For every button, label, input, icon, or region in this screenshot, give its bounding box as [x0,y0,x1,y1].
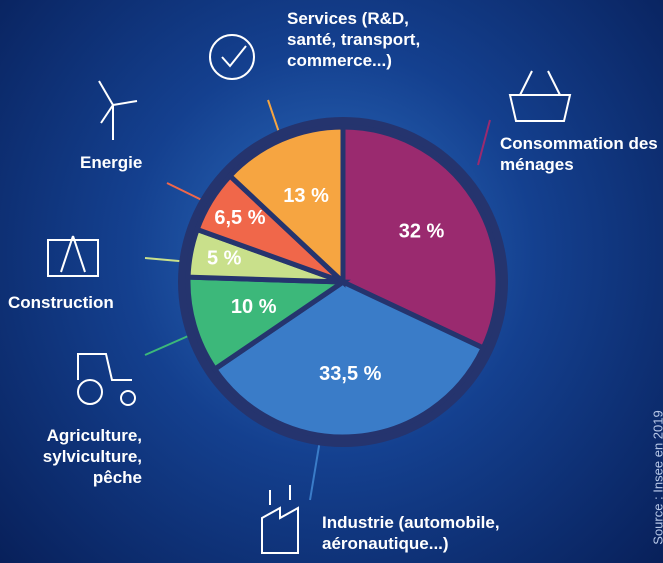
source: Source : Insee en 2019 [650,410,663,544]
infographic: 32 % 33,5 % 10 % 5 % 6,5 % 13 % Source : Inse… [0,0,663,563]
value-label: 33,5 % [319,363,381,385]
category-label: Construction [8,292,158,313]
category-label: Agriculture, sylviculture, pêche [0,425,142,488]
value-label: 10 % [231,296,277,318]
category-label: Consommation des ménages [500,133,663,175]
value-label: 6,5 % [214,207,265,229]
value-label: 13 % [283,185,329,207]
category-label: Energie [80,152,180,173]
category-label: Services (R&D, santé, transport, commerc… [287,8,462,71]
value-label: 32 % [399,220,445,242]
category-label: Industrie (automobile, aéronautique...) [322,512,622,554]
value-label: 5 % [207,248,242,270]
